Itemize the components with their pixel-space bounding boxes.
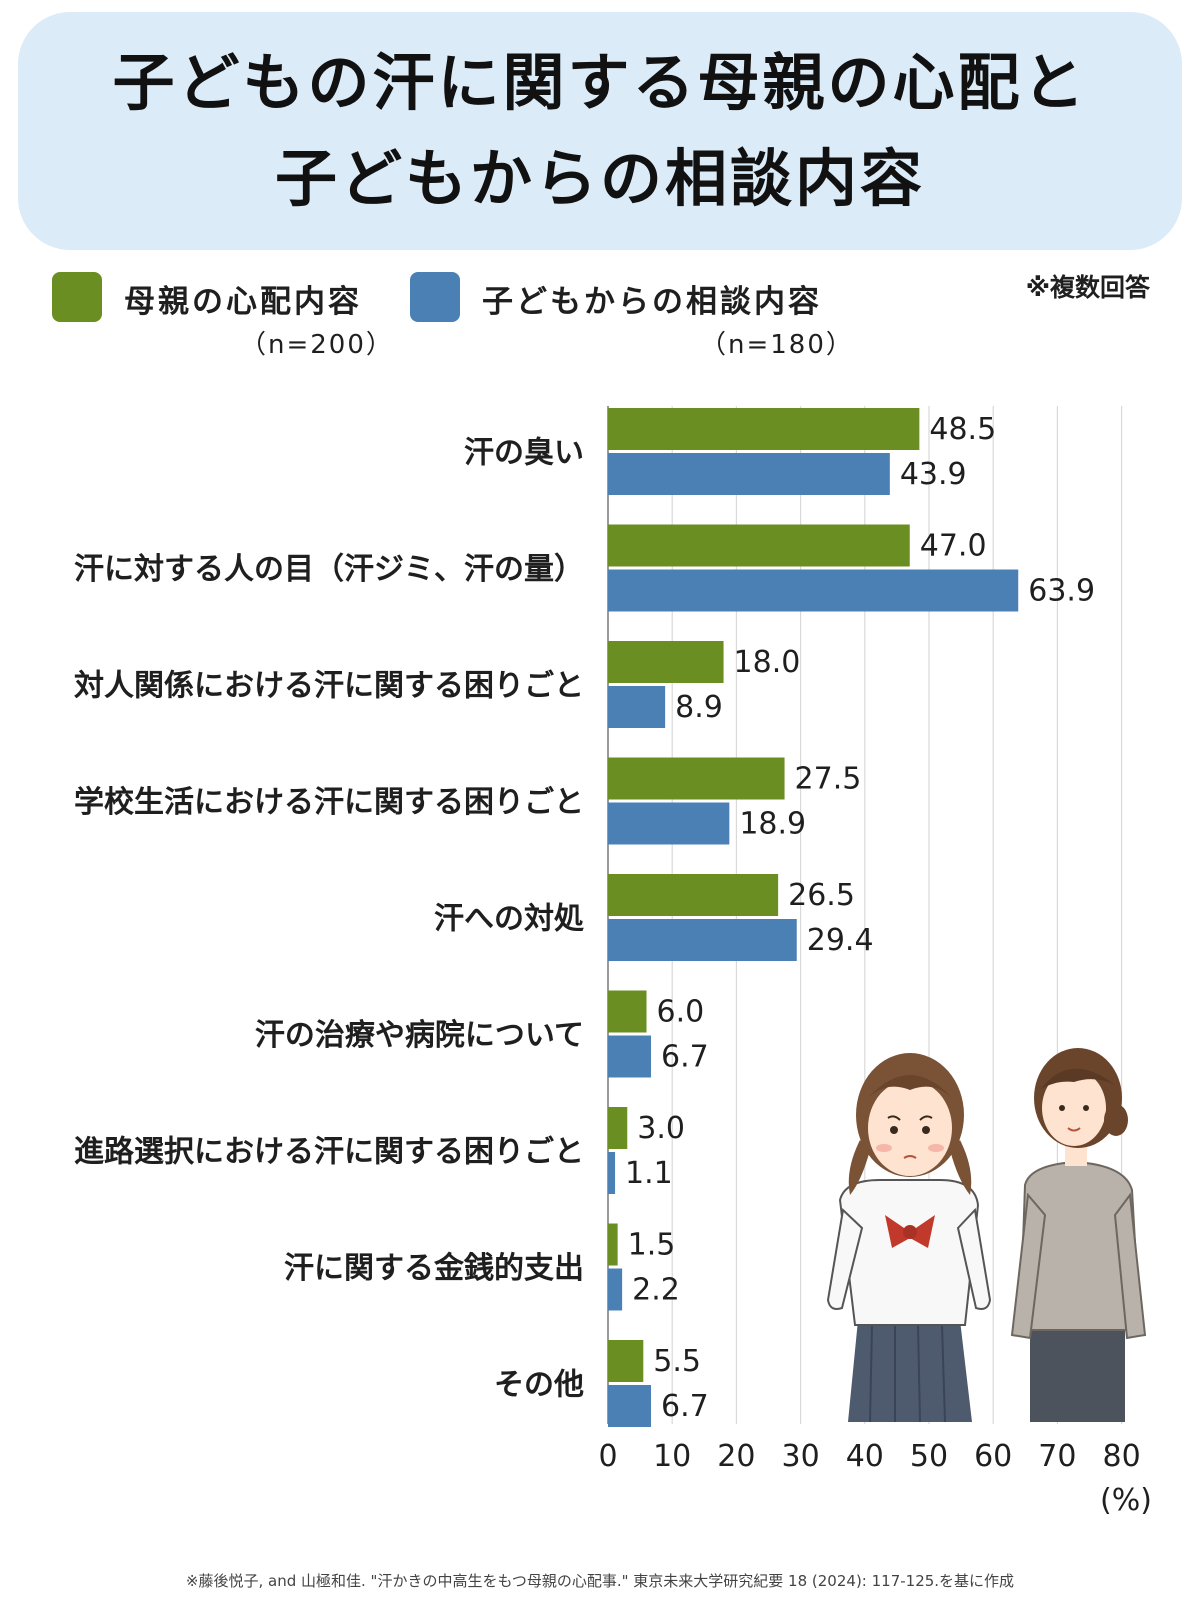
x-tick-label: 60 (974, 1439, 1012, 1474)
legend-label-mother: 母親の心配内容 (124, 284, 362, 320)
x-tick-label: 10 (653, 1439, 691, 1474)
x-tick-label: 40 (846, 1439, 884, 1474)
x-tick-label: 30 (782, 1439, 820, 1474)
bar-mother (608, 641, 724, 683)
data-label: 3.0 (637, 1111, 685, 1146)
x-tick-label: 50 (910, 1439, 948, 1474)
legend-swatch-child (410, 272, 460, 322)
x-tick-label: 80 (1103, 1439, 1141, 1474)
x-tick-label: 70 (1038, 1439, 1076, 1474)
legend-n-mother: （n=200） (240, 330, 394, 360)
bar-mother (608, 524, 910, 567)
category-label: 汗に関する金銭的支出 (284, 1251, 584, 1286)
mother-illustration (1010, 1048, 1147, 1422)
bar-child (608, 453, 890, 495)
source-citation: ※藤後悦子, and 山極和佳. "汗かきの中高生をもつ母親の心配事." 東京未… (185, 1572, 1015, 1590)
data-label: 1.5 (628, 1228, 676, 1263)
bar-child (608, 919, 797, 961)
data-label: 18.9 (739, 807, 806, 842)
bars (608, 408, 1019, 1427)
bar-child (608, 569, 1019, 612)
data-label: 48.5 (929, 412, 996, 447)
category-label: 汗に対する人の目（汗ジミ、汗の量） (74, 552, 584, 587)
category-label: 対人関係における汗に関する困りごと (74, 669, 584, 704)
legend-label-child: 子どもからの相談内容 (482, 284, 822, 320)
x-tick-label: 20 (717, 1439, 755, 1474)
bar-chart: 0 10 20 30 40 50 60 70 80 (%) 汗の臭い 48.5 43.9 汗に対する人の目… (74, 406, 1152, 1518)
category-label: 学校生活における汗に関する困りごと (74, 785, 584, 820)
bar-mother (608, 757, 785, 800)
bar-mother (608, 408, 920, 450)
data-label: 27.5 (795, 762, 862, 797)
data-label: 6.7 (661, 1040, 709, 1075)
x-axis-unit: (%) (1100, 1483, 1152, 1518)
data-label: 18.0 (734, 645, 801, 680)
category-label: 汗の臭い (464, 436, 584, 471)
category-label: その他 (494, 1368, 584, 1403)
bar-mother (608, 1340, 644, 1382)
data-label: 6.7 (661, 1389, 709, 1424)
multiple-answer-note: ※複数回答 (1025, 273, 1150, 302)
legend-swatch-mother (52, 272, 102, 322)
chart-title-line1: 子どもの汗に関する母親の心配と (112, 46, 1088, 119)
x-tick-label: 0 (598, 1439, 617, 1474)
data-label: 8.9 (675, 690, 723, 725)
chart-title-line2: 子どもからの相談内容 (274, 142, 925, 215)
data-label: 6.0 (657, 995, 705, 1030)
bar-child (608, 686, 666, 728)
category-label: 汗への対処 (434, 902, 584, 937)
bar-mother (608, 1223, 618, 1266)
category-label: 進路選択における汗に関する困りごと (74, 1135, 584, 1170)
data-label: 26.5 (788, 878, 855, 913)
data-label: 47.0 (920, 529, 987, 564)
category-label: 汗の治療や病院について (255, 1018, 584, 1053)
data-label: 5.5 (653, 1344, 701, 1379)
data-label: 63.9 (1028, 574, 1095, 609)
data-label: 29.4 (807, 923, 874, 958)
legend-n-child: （n=180） (700, 330, 854, 360)
labels: 0 10 20 30 40 50 60 70 80 (%) 汗の臭い 48.5 43.9 汗に対する人の目… (74, 412, 1152, 1518)
bar-mother (608, 1107, 628, 1149)
bar-mother (608, 874, 779, 916)
bar-child (608, 1268, 623, 1311)
bar-child (608, 802, 730, 845)
data-label: 2.2 (632, 1273, 680, 1308)
student-illustration (826, 1053, 992, 1423)
title-banner: 子どもの汗に関する母親の心配と 子どもからの相談内容 (18, 12, 1182, 250)
bar-child (608, 1035, 652, 1078)
bar-mother (608, 990, 647, 1033)
bar-child (608, 1152, 616, 1194)
bar-child (608, 1385, 652, 1427)
data-label: 43.9 (900, 457, 967, 492)
data-label: 1.1 (625, 1156, 673, 1191)
